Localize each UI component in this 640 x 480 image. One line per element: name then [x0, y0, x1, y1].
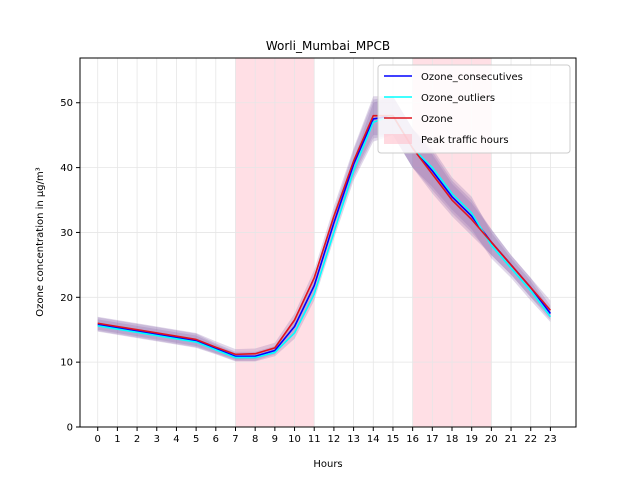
x-tick-label: 13	[347, 434, 360, 445]
x-tick-label: 11	[308, 434, 321, 445]
y-tick-label: 50	[60, 98, 73, 109]
legend-entry-label: Ozone	[421, 114, 453, 125]
band-ozone_consecutives	[97, 96, 551, 361]
legend-entry-label: Peak traffic hours	[421, 135, 509, 146]
x-tick-label: 2	[134, 434, 140, 445]
x-tick-label: 1	[114, 434, 120, 445]
x-tick-label: 19	[465, 434, 478, 445]
series-lines	[97, 114, 552, 359]
x-tick-label: 4	[173, 434, 179, 445]
band-ozone	[97, 96, 551, 360]
x-tick-label: 15	[387, 434, 400, 445]
x-tick-label: 23	[544, 434, 557, 445]
x-tick-label: 12	[328, 434, 341, 445]
y-tick-label: 30	[60, 228, 73, 239]
legend-entry-label: Ozone_outliers	[421, 93, 495, 104]
x-tick-label: 16	[406, 434, 419, 445]
x-tick-label: 22	[524, 434, 537, 445]
legend-entry-label: Ozone_consecutives	[421, 72, 523, 83]
legend: Ozone_consecutives Ozone_outliers Ozone Pea…	[377, 64, 571, 154]
x-tick-label: 21	[505, 434, 518, 445]
x-tick-label: 8	[252, 434, 258, 445]
series-line-ozone_outliers	[97, 114, 552, 359]
plot-frame	[79, 57, 577, 428]
series-line-ozone	[97, 114, 552, 356]
x-tick-label: 14	[367, 434, 380, 445]
x-axis-ticks: 0 1 2 3 4 5 6 7 8 9 10 11 12 13 14 15 16 17 18 19 20 21 22 23	[95, 427, 557, 445]
x-tick-label: 9	[272, 434, 278, 445]
y-tick-label: 20	[60, 293, 73, 304]
x-tick-label: 20	[485, 434, 498, 445]
y-tick-label: 0	[67, 423, 73, 434]
chart-title: Worli_Mumbai_MPCB	[266, 39, 390, 53]
series-line-ozone_consecutives	[97, 114, 552, 358]
legend-swatch-patch	[384, 134, 412, 144]
y-axis-label: Ozone concentration in µg/m³	[35, 167, 46, 316]
x-tick-label: 17	[426, 434, 439, 445]
x-tick-label: 6	[213, 434, 219, 445]
x-tick-label: 7	[232, 434, 238, 445]
legend-box	[377, 64, 571, 154]
confidence-bands	[97, 96, 551, 362]
y-axis-ticks: 0 10 20 30 40 50	[60, 98, 80, 434]
x-tick-label: 18	[446, 434, 459, 445]
x-tick-label: 0	[95, 434, 101, 445]
x-axis-label: Hours	[313, 459, 342, 470]
band-ozone_outliers	[97, 96, 551, 362]
x-tick-label: 10	[288, 434, 301, 445]
y-tick-label: 40	[60, 163, 73, 174]
x-tick-label: 5	[193, 434, 199, 445]
x-tick-label: 3	[154, 434, 160, 445]
y-tick-label: 10	[60, 358, 73, 369]
